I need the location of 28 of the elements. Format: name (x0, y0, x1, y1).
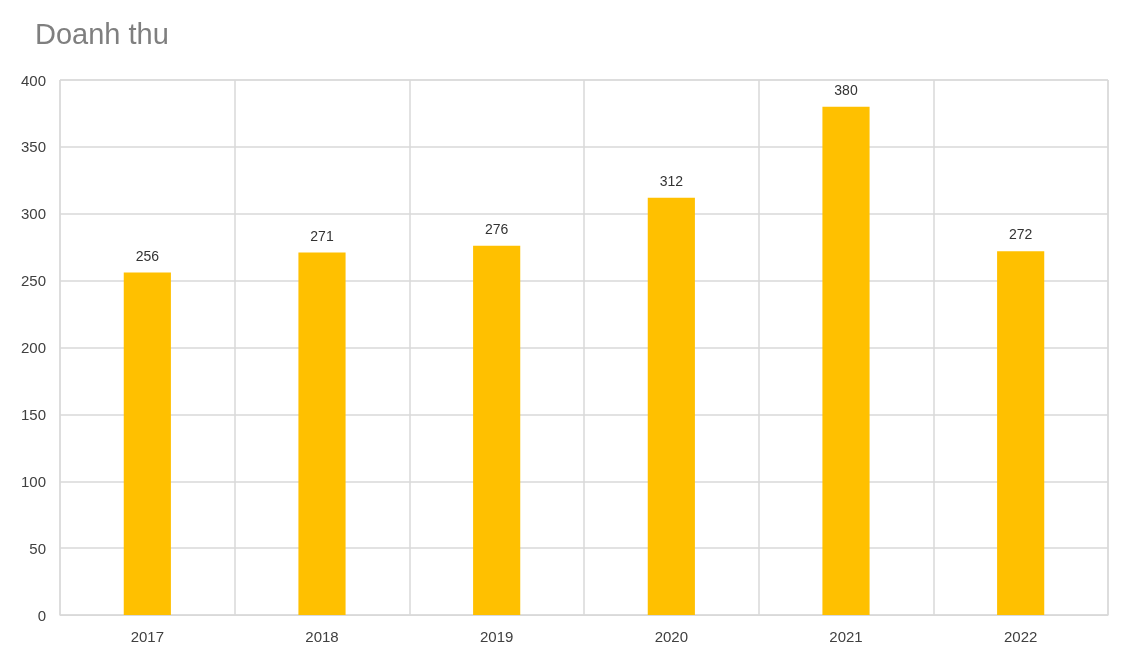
data-label: 256 (135, 247, 160, 264)
bar (298, 252, 346, 615)
y-tick-label: 100 (20, 472, 46, 490)
y-tick-label: 150 (20, 405, 46, 423)
bar (473, 245, 521, 615)
bar (647, 197, 695, 615)
bar (123, 272, 171, 615)
y-tick-label: 50 (29, 539, 46, 557)
chart-title: Doanh thu (35, 17, 169, 50)
data-label: 272 (1008, 226, 1033, 243)
x-tick-label: 2017 (130, 628, 165, 645)
data-label: 380 (834, 81, 858, 98)
y-tick-label: 0 (37, 606, 46, 624)
x-tick-label: 2018 (305, 628, 339, 645)
y-tick-label: 400 (20, 71, 46, 89)
x-tick-label: 2020 (654, 628, 689, 645)
y-tick-label: 200 (20, 339, 46, 356)
y-tick-label: 350 (20, 138, 46, 156)
y-tick-label: 250 (20, 272, 46, 290)
x-tick-label: 2021 (829, 628, 863, 645)
data-label: 276 (484, 220, 509, 237)
bar (822, 106, 870, 615)
data-label: 312 (659, 172, 684, 189)
bar (997, 251, 1045, 615)
y-tick-label: 300 (20, 205, 46, 223)
x-tick-label: 2022 (1003, 628, 1038, 645)
x-tick-label: 2019 (479, 628, 514, 645)
data-label: 271 (310, 227, 334, 244)
